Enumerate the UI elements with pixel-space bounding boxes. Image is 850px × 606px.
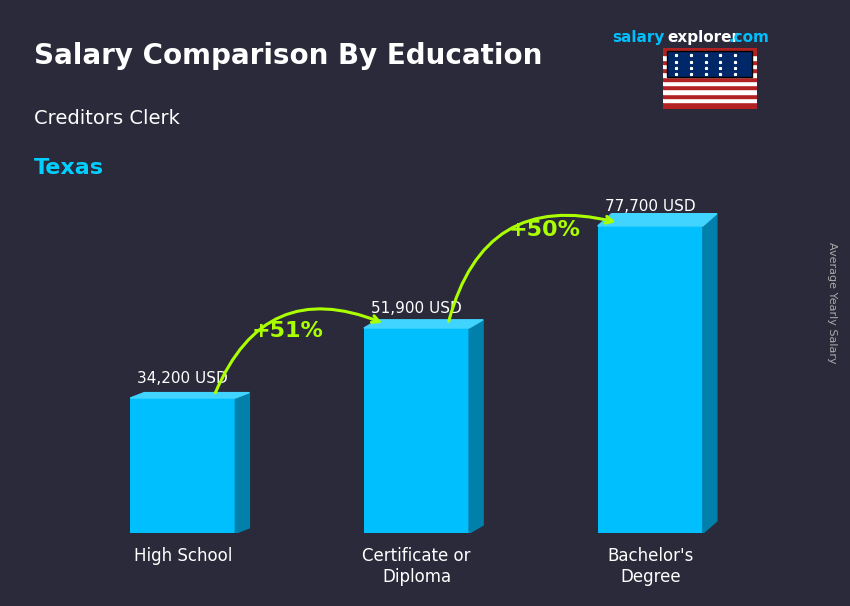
Bar (663, 93, 756, 98)
Text: .com: .com (728, 30, 769, 45)
Bar (663, 60, 756, 64)
FancyBboxPatch shape (598, 226, 703, 533)
Bar (663, 64, 756, 68)
Bar (663, 73, 756, 77)
Bar (663, 81, 756, 85)
Bar (663, 89, 756, 93)
FancyBboxPatch shape (667, 52, 752, 77)
Text: +51%: +51% (252, 321, 324, 341)
Bar (663, 52, 756, 56)
Bar (663, 68, 756, 73)
Text: salary: salary (612, 30, 665, 45)
Bar (663, 56, 756, 60)
Polygon shape (235, 393, 249, 533)
Polygon shape (703, 214, 717, 533)
FancyBboxPatch shape (130, 398, 235, 533)
Polygon shape (469, 320, 483, 533)
Text: Creditors Clerk: Creditors Clerk (34, 109, 180, 128)
Text: Salary Comparison By Education: Salary Comparison By Education (34, 42, 542, 70)
Text: 77,700 USD: 77,700 USD (605, 199, 695, 214)
Bar (663, 98, 756, 102)
Polygon shape (130, 393, 249, 398)
Bar (663, 85, 756, 89)
Text: explorer: explorer (667, 30, 740, 45)
FancyBboxPatch shape (364, 328, 469, 533)
Bar (663, 77, 756, 81)
Text: Texas: Texas (34, 158, 104, 178)
Text: 51,900 USD: 51,900 USD (371, 301, 462, 316)
Text: 34,200 USD: 34,200 USD (138, 371, 228, 386)
Text: +50%: +50% (509, 219, 581, 239)
Bar (663, 102, 756, 106)
Text: Average Yearly Salary: Average Yearly Salary (827, 242, 837, 364)
Polygon shape (598, 214, 717, 226)
Polygon shape (364, 320, 483, 328)
